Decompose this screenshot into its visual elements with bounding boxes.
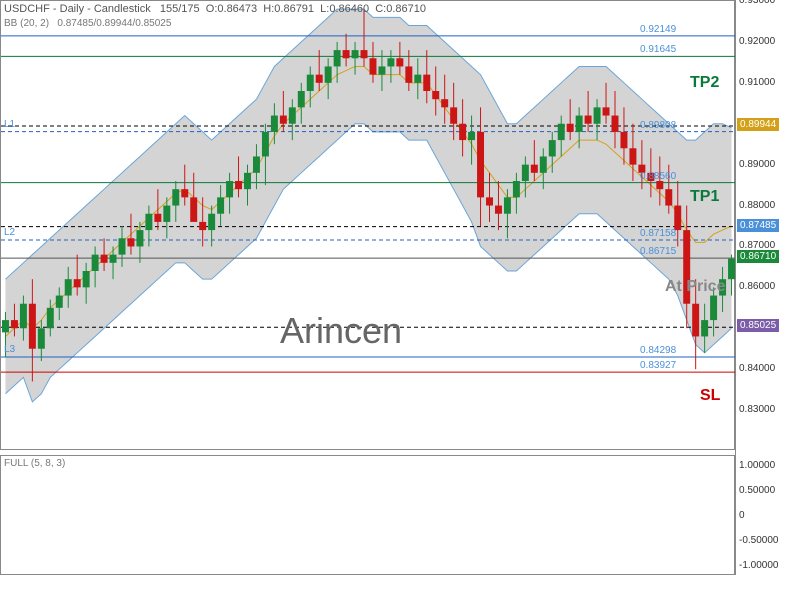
price-tick: 0.93000 bbox=[739, 0, 775, 6]
level-label: L2 bbox=[4, 227, 15, 238]
main-chart[interactable] bbox=[0, 0, 735, 450]
level-value: 0.87158 bbox=[640, 228, 676, 239]
price-tick: 0.83000 bbox=[739, 404, 775, 415]
full-indicator-label: FULL (5, 8, 3) bbox=[4, 458, 65, 469]
price-tag: 0.89944 bbox=[737, 118, 779, 131]
annotation-sl: SL bbox=[700, 387, 720, 405]
indicator-tick: -0.50000 bbox=[739, 535, 778, 546]
annotation-at-price: At Price bbox=[665, 278, 725, 296]
watermark: Arincen bbox=[280, 310, 402, 352]
price-tick: 0.86000 bbox=[739, 281, 775, 292]
indicator-axis: 1.00000 0.50000 0 -0.50000 -1.00000 bbox=[737, 455, 799, 575]
indicator-canvas bbox=[1, 456, 736, 576]
annotation-tp1: TP1 bbox=[690, 188, 719, 206]
indicator-tick: -1.00000 bbox=[739, 560, 778, 571]
level-value: 0.88560 bbox=[640, 171, 676, 182]
price-tag: 0.86710 bbox=[737, 250, 779, 263]
level-value: 0.84298 bbox=[640, 345, 676, 356]
price-tag: 0.87485 bbox=[737, 219, 779, 232]
chart-canvas bbox=[1, 1, 736, 451]
level-value: 0.86715 bbox=[640, 246, 676, 257]
level-value: 0.92149 bbox=[640, 24, 676, 35]
indicator-tick: 0.50000 bbox=[739, 485, 775, 496]
level-label: L1 bbox=[4, 119, 15, 130]
indicator-tick: 0 bbox=[739, 510, 745, 521]
price-tick: 0.91000 bbox=[739, 77, 775, 88]
chart-title: USDCHF - Daily - Candlestick 155/175 O:0… bbox=[4, 3, 426, 15]
price-tick: 0.88000 bbox=[739, 200, 775, 211]
price-tag: 0.85025 bbox=[737, 319, 779, 332]
level-value: 0.83927 bbox=[640, 360, 676, 371]
bb-indicator-label: BB (20, 2) 0.87485/0.89944/0.85025 bbox=[4, 18, 171, 29]
price-tick: 0.92000 bbox=[739, 36, 775, 47]
annotation-tp2: TP2 bbox=[690, 74, 719, 92]
price-tick: 0.89000 bbox=[739, 159, 775, 170]
indicator-panel[interactable] bbox=[0, 455, 735, 575]
level-value: 0.91645 bbox=[640, 44, 676, 55]
price-tick: 0.84000 bbox=[739, 363, 775, 374]
axis-divider bbox=[735, 0, 736, 575]
indicator-tick: 1.00000 bbox=[739, 460, 775, 471]
level-label: L3 bbox=[4, 344, 15, 355]
level-value: 0.89808 bbox=[640, 120, 676, 131]
